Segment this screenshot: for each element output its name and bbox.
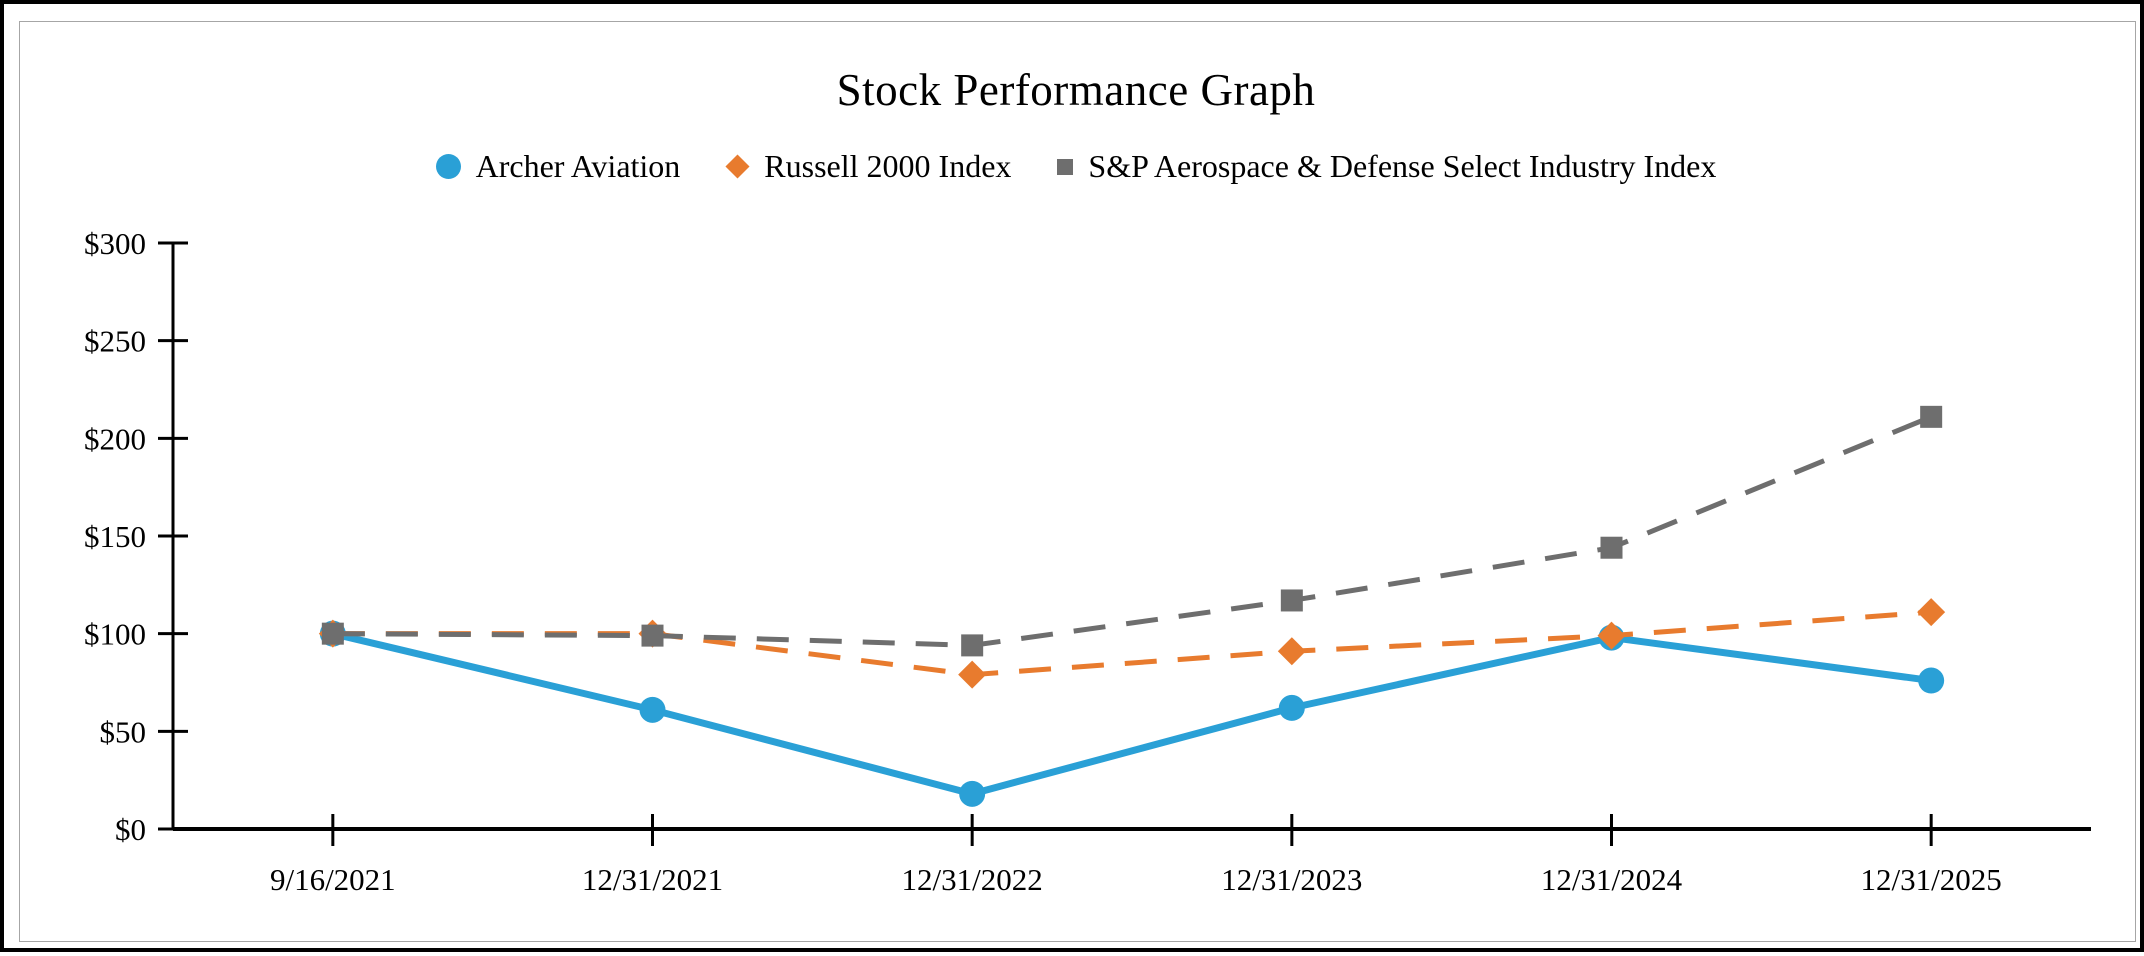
data-point-square	[1600, 536, 1623, 559]
legend-marker-circle-icon	[435, 154, 461, 179]
legend-label: S&P Aerospace & Defense Select Industry …	[1088, 148, 1717, 184]
x-tick-label: 12/31/2023	[1221, 862, 1362, 897]
data-point-square	[641, 624, 664, 647]
stock-performance-chart: $0 $50 $100 $150 $200 $250 $300 9/16/2021 12/31/…	[84, 226, 2091, 897]
data-point-square	[1920, 405, 1943, 428]
y-tick-label: $50	[100, 714, 147, 749]
data-point-circle	[1918, 667, 1945, 694]
data-point-circle	[959, 780, 986, 807]
data-point-diamond	[1917, 598, 1946, 627]
x-tick-label: 12/31/2022	[902, 862, 1043, 897]
data-point-diamond	[1277, 637, 1306, 666]
chart-legend: Archer Aviation Russell 2000 Index S&P A…	[4, 148, 2144, 185]
data-point-square	[961, 634, 984, 657]
x-tick-label: 12/31/2024	[1541, 862, 1683, 897]
legend-label: Archer Aviation	[475, 148, 681, 184]
legend-item-archer-aviation: Archer Aviation	[435, 148, 681, 185]
series-line-s-p-aerospace-defense-select-industry-index	[332, 414, 1933, 648]
chart-title: Stock Performance Graph	[836, 65, 1316, 115]
x-tick-label: 9/16/2021	[270, 862, 396, 897]
data-point-circle	[1278, 694, 1305, 721]
y-tick-label: $250	[84, 324, 146, 359]
legend-marker-square-icon	[1057, 158, 1074, 175]
legend-label: Russell 2000 Index	[764, 148, 1012, 184]
data-point-square	[321, 622, 344, 645]
chart-panel	[19, 21, 2136, 942]
y-tick-label: $100	[84, 617, 146, 652]
y-tick-label: $150	[84, 519, 146, 554]
series-line-archer-aviation	[332, 630, 1932, 798]
y-tick-label: $0	[115, 812, 146, 847]
x-tick-label: 12/31/2021	[582, 862, 723, 897]
data-point-square	[1280, 589, 1303, 612]
legend-item-sp-aerospace-defense: S&P Aerospace & Defense Select Industry …	[1057, 148, 1716, 185]
data-point-circle	[639, 696, 666, 723]
data-point-diamond	[958, 660, 987, 689]
x-tick-label: 12/31/2025	[1861, 862, 2002, 897]
legend-item-russell-2000-index: Russell 2000 Index	[725, 148, 1012, 185]
y-tick-label: $200	[84, 421, 146, 456]
y-tick-label: $300	[84, 226, 146, 261]
data-point-diamond	[1597, 621, 1626, 650]
